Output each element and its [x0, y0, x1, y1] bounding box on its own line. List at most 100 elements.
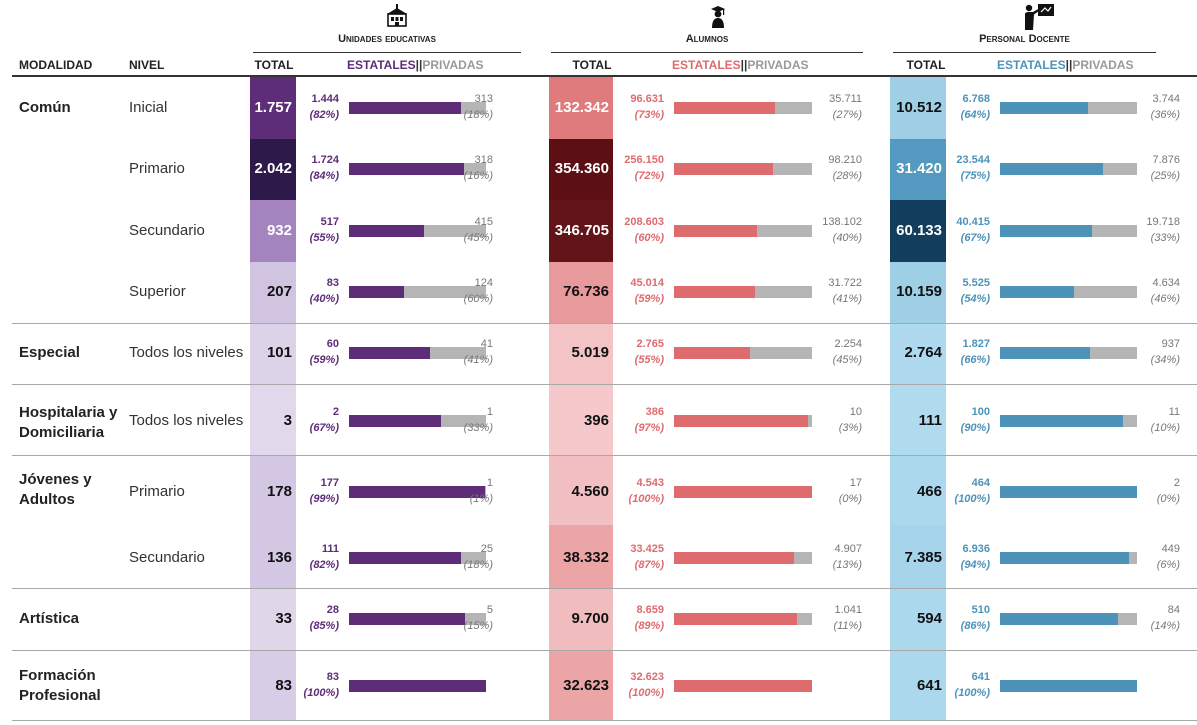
privada-percent: (33%) [463, 422, 493, 434]
estatal-count: 6.768 [962, 93, 990, 105]
privada-bar [775, 102, 812, 114]
privada-bar [464, 163, 486, 175]
total-cell-bg [549, 200, 613, 262]
privada-bar [797, 613, 812, 625]
privada-count: 138.102 [822, 216, 862, 228]
total-cell-bg [250, 384, 296, 455]
group-divider [12, 323, 1197, 324]
estatal-percent: (59%) [309, 354, 339, 366]
privada-count: 41 [480, 338, 493, 350]
estatal-bar [674, 163, 773, 175]
share-bar [349, 613, 486, 625]
estatal-bar [674, 552, 794, 564]
privada-bar [465, 613, 486, 625]
total-cell-bg [549, 262, 613, 323]
total-cell-bg [250, 200, 296, 262]
group-divider [12, 384, 1197, 385]
total-value: 178 [266, 483, 292, 500]
total-value: 2.042 [254, 160, 292, 177]
share-bar [1000, 163, 1137, 175]
privada-bar [441, 415, 486, 427]
total-cell-bg [250, 588, 296, 650]
header-modalidad: MODALIDAD [19, 58, 93, 72]
share-bar [1000, 102, 1137, 114]
estatal-bar [349, 680, 486, 692]
estatal-percent: (86%) [960, 620, 990, 632]
total-value: 101 [266, 344, 292, 361]
estatal-count: 517 [320, 216, 339, 228]
teacher-board-icon [1023, 4, 1055, 30]
total-cell-bg [890, 455, 946, 525]
header-rule [12, 75, 1197, 77]
estatal-count: 1.444 [311, 93, 339, 105]
nivel-label: Primario [129, 483, 185, 500]
share-bar [674, 225, 812, 237]
estatal-count: 40.415 [956, 216, 990, 228]
estatal-count: 23.544 [956, 154, 990, 166]
share-bar [674, 552, 812, 564]
privada-bar [404, 286, 486, 298]
estatal-percent: (72%) [634, 170, 664, 182]
total-value: 132.342 [554, 99, 609, 116]
privada-bar [755, 286, 812, 298]
privada-percent: (16%) [463, 170, 493, 182]
privada-count: 25 [480, 543, 493, 555]
privada-count: 124 [474, 277, 493, 289]
total-value: 38.332 [563, 549, 609, 566]
total-cell-bg [549, 384, 613, 455]
estatal-bar [674, 613, 797, 625]
total-cell-bg [549, 455, 613, 525]
total-value: 2.764 [904, 344, 942, 361]
total-value: 5.019 [571, 344, 609, 361]
privada-percent: (41%) [463, 354, 493, 366]
share-bar [1000, 680, 1137, 692]
total-value: 396 [583, 412, 609, 429]
estatal-bar [1000, 415, 1123, 427]
legend-alumnos: ESTATALES||PRIVADAS [672, 58, 809, 72]
privada-percent: (33%) [1150, 232, 1180, 244]
share-bar [349, 415, 486, 427]
estatal-percent: (82%) [309, 109, 339, 121]
privada-percent: (25%) [1150, 170, 1180, 182]
header-total-docentes: TOTAL [906, 58, 946, 72]
estatal-percent: (67%) [960, 232, 990, 244]
total-value: 932 [266, 222, 292, 239]
nivel-label: Superior [129, 283, 186, 300]
privada-count: 17 [849, 477, 862, 489]
privada-bar [430, 347, 486, 359]
privada-count: 19.718 [1146, 216, 1180, 228]
graduate-student-icon [706, 4, 730, 28]
total-value: 60.133 [896, 222, 942, 239]
estatal-bar [1000, 286, 1074, 298]
estatal-count: 5.525 [962, 277, 990, 289]
estatal-count: 8.659 [636, 604, 664, 616]
estatal-count: 111 [321, 543, 339, 555]
total-cell-bg [549, 588, 613, 650]
total-cell-bg [890, 650, 946, 720]
modalidad-label: Común [19, 99, 71, 116]
privada-count: 2.254 [834, 338, 862, 350]
total-cell-bg [890, 139, 946, 200]
estatal-count: 33.425 [630, 543, 664, 555]
estatal-percent: (100%) [628, 493, 664, 505]
privada-count: 10 [849, 406, 862, 418]
share-bar [1000, 347, 1137, 359]
total-cell-bg [250, 77, 296, 139]
group-divider [12, 650, 1197, 651]
privada-count: 318 [474, 154, 493, 166]
estatal-percent: (84%) [309, 170, 339, 182]
total-value: 466 [916, 483, 942, 500]
total-value: 76.736 [563, 283, 609, 300]
privada-bar [750, 347, 812, 359]
privada-count: 313 [474, 93, 493, 105]
total-cell-bg [549, 139, 613, 200]
estatal-percent: (40%) [309, 293, 339, 305]
estatal-percent: (100%) [954, 493, 990, 505]
share-bar [674, 415, 812, 427]
estatal-percent: (66%) [960, 354, 990, 366]
nivel-label: Secundario [129, 549, 205, 566]
privada-count: 3.744 [1152, 93, 1180, 105]
estatal-bar [674, 102, 775, 114]
share-bar [349, 680, 486, 692]
privada-percent: (27%) [832, 109, 862, 121]
